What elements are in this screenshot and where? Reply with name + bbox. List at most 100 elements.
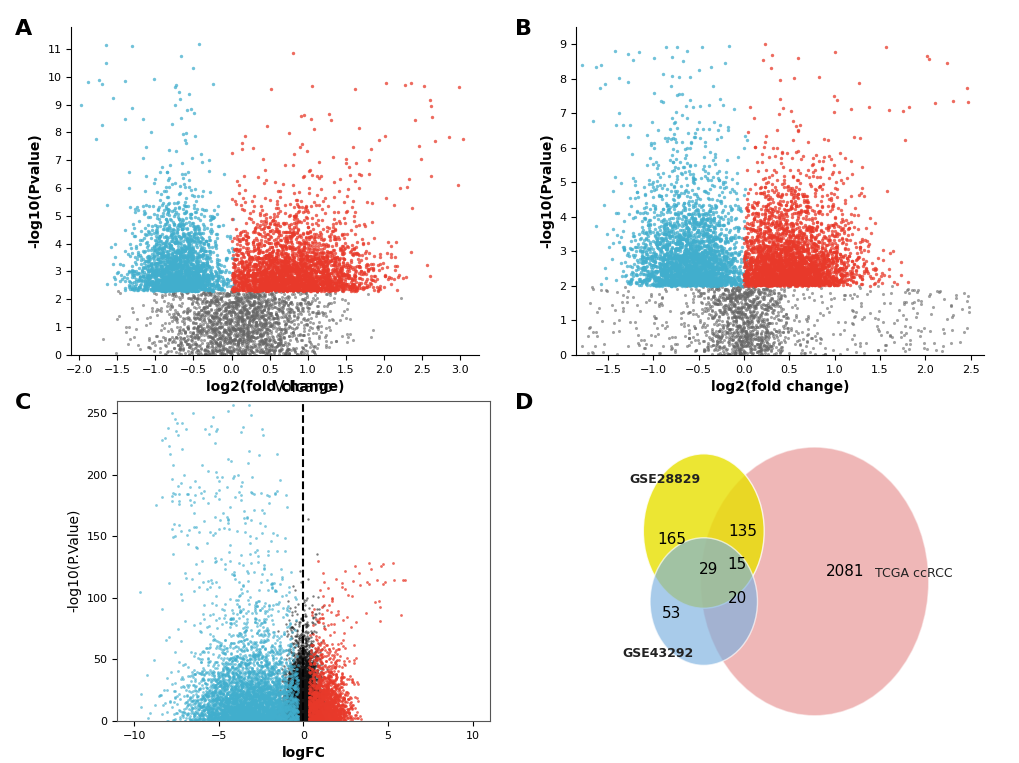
Point bbox=[296, 646, 312, 658]
Point bbox=[296, 696, 312, 708]
Point bbox=[136, 257, 152, 269]
Point bbox=[305, 711, 321, 723]
Point bbox=[202, 269, 218, 281]
Point bbox=[301, 697, 317, 710]
Point bbox=[272, 275, 288, 287]
Point bbox=[322, 691, 338, 703]
Point bbox=[302, 677, 318, 689]
Point bbox=[293, 714, 310, 726]
Point bbox=[308, 659, 324, 671]
Point bbox=[227, 324, 244, 336]
Point bbox=[280, 669, 297, 681]
Point bbox=[315, 672, 331, 684]
Point bbox=[663, 272, 680, 284]
Point bbox=[176, 280, 193, 292]
Point bbox=[290, 708, 307, 720]
Point bbox=[738, 292, 754, 304]
Point bbox=[306, 697, 322, 710]
Point bbox=[277, 256, 293, 268]
Point bbox=[229, 699, 246, 711]
Point bbox=[301, 674, 317, 686]
Point bbox=[278, 260, 294, 272]
Point bbox=[275, 284, 291, 296]
Point bbox=[318, 685, 334, 697]
Point bbox=[249, 344, 265, 356]
Point bbox=[211, 303, 227, 315]
Point bbox=[142, 707, 158, 720]
Point bbox=[680, 225, 696, 237]
Point bbox=[812, 276, 828, 288]
Point bbox=[270, 710, 286, 723]
Point bbox=[225, 706, 242, 718]
Point bbox=[632, 256, 648, 269]
Point bbox=[739, 241, 755, 253]
Point bbox=[807, 269, 823, 282]
Point bbox=[271, 338, 287, 350]
Point bbox=[771, 240, 788, 253]
Point bbox=[317, 650, 333, 662]
Point bbox=[226, 324, 243, 336]
Point bbox=[304, 713, 320, 725]
Point bbox=[359, 576, 375, 588]
Point bbox=[238, 510, 255, 523]
Point bbox=[702, 242, 718, 254]
Point bbox=[299, 715, 315, 727]
Point bbox=[292, 215, 309, 227]
Point bbox=[296, 708, 312, 720]
Point bbox=[297, 713, 313, 726]
Point bbox=[292, 713, 309, 725]
Point bbox=[304, 700, 320, 712]
Point bbox=[240, 711, 257, 723]
Point bbox=[202, 684, 218, 696]
Point bbox=[269, 664, 285, 676]
Point bbox=[294, 696, 311, 708]
Point bbox=[771, 300, 788, 312]
Point bbox=[186, 266, 203, 278]
Point bbox=[207, 681, 223, 694]
Point bbox=[763, 248, 780, 260]
Point bbox=[227, 694, 244, 707]
Point bbox=[710, 294, 727, 306]
Point bbox=[299, 712, 315, 724]
Point bbox=[290, 714, 307, 726]
Point bbox=[297, 278, 313, 291]
Point bbox=[302, 704, 318, 716]
Point bbox=[125, 222, 142, 234]
Point bbox=[680, 222, 696, 234]
Point bbox=[234, 698, 251, 710]
Point bbox=[738, 327, 754, 340]
Point bbox=[179, 242, 196, 254]
Point bbox=[667, 338, 684, 350]
Point bbox=[247, 637, 263, 649]
Point bbox=[148, 275, 164, 287]
Point bbox=[190, 700, 206, 712]
Point bbox=[267, 275, 283, 287]
Point bbox=[298, 707, 314, 719]
Point bbox=[306, 672, 322, 684]
Point bbox=[283, 703, 300, 716]
Point bbox=[264, 282, 280, 295]
Point bbox=[754, 233, 770, 246]
Point bbox=[299, 301, 315, 313]
Point bbox=[156, 272, 172, 285]
Point bbox=[738, 230, 754, 243]
Point bbox=[759, 275, 775, 288]
Point bbox=[274, 671, 290, 683]
Point bbox=[285, 661, 302, 673]
Point bbox=[293, 692, 310, 704]
Point bbox=[205, 667, 221, 679]
Point bbox=[281, 321, 298, 333]
Point bbox=[260, 646, 276, 658]
Point bbox=[793, 276, 809, 288]
Point bbox=[262, 714, 278, 726]
Point bbox=[306, 703, 322, 716]
Point bbox=[275, 256, 291, 269]
Point bbox=[676, 269, 692, 281]
Point bbox=[297, 666, 313, 678]
Point bbox=[319, 262, 335, 275]
Point bbox=[265, 710, 281, 723]
Point bbox=[694, 249, 710, 261]
Point bbox=[228, 664, 245, 676]
Point bbox=[284, 694, 301, 706]
Point bbox=[299, 705, 315, 717]
